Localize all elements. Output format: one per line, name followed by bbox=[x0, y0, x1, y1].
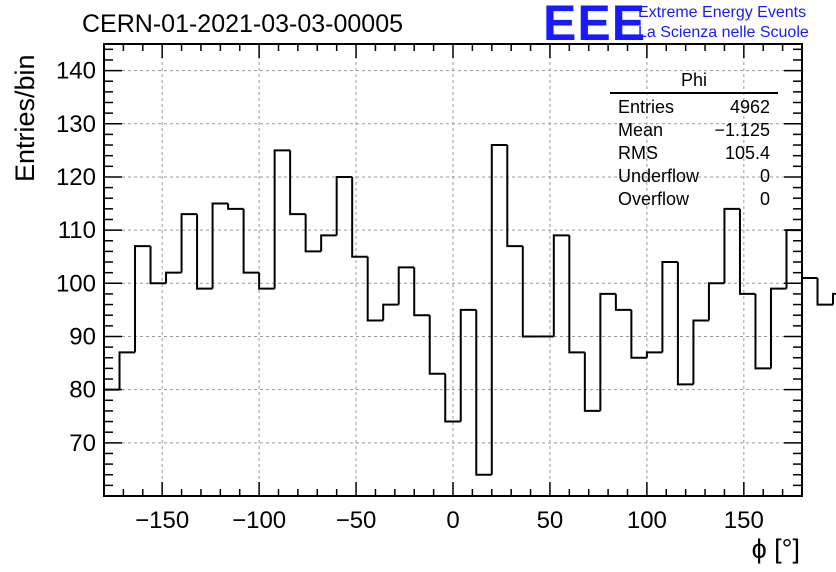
histogram-bin bbox=[723, 207, 740, 284]
histogram-bin bbox=[149, 246, 167, 285]
histogram-bin bbox=[769, 287, 787, 369]
stats-label: Overflow bbox=[618, 189, 690, 209]
histogram-bin bbox=[816, 277, 834, 306]
logo-line-1: Extreme Energy Events bbox=[638, 4, 807, 21]
y-tick-label: 90 bbox=[69, 323, 96, 350]
stats-name: Phi bbox=[610, 70, 778, 94]
histogram-bin bbox=[366, 256, 384, 322]
histogram-bin bbox=[521, 246, 539, 338]
histogram-bin bbox=[258, 272, 275, 290]
histogram-bin bbox=[428, 315, 446, 375]
histogram-bin bbox=[738, 208, 756, 295]
stats-row: Mean −1.125 bbox=[610, 119, 778, 142]
histogram-bin bbox=[382, 303, 399, 321]
histogram-bin bbox=[661, 261, 678, 353]
x-tick-label: 100 bbox=[627, 507, 667, 534]
stats-label: RMS bbox=[618, 143, 658, 163]
stats-value: −1.125 bbox=[714, 120, 770, 140]
y-tick-label: 140 bbox=[56, 58, 96, 85]
x-tick-label: 50 bbox=[537, 507, 564, 534]
stats-value: 105.4 bbox=[724, 143, 770, 163]
histogram-bin bbox=[801, 230, 818, 279]
stats-row: Overflow 0 bbox=[610, 188, 778, 211]
histogram-bin bbox=[289, 150, 306, 216]
histogram-bin bbox=[785, 229, 802, 289]
histogram-bin bbox=[273, 149, 291, 289]
y-tick-label: 110 bbox=[58, 217, 96, 244]
histogram-bin bbox=[180, 213, 198, 273]
y-axis-title: Entries/bin bbox=[10, 54, 40, 182]
histogram-bin bbox=[227, 203, 244, 210]
histogram-bin bbox=[475, 309, 492, 476]
histogram-bin bbox=[320, 234, 337, 252]
histogram-bin bbox=[165, 271, 182, 284]
x-tick-label: 150 bbox=[724, 507, 764, 534]
y-tick-label: 70 bbox=[69, 430, 96, 457]
stats-row: RMS 105.4 bbox=[610, 142, 778, 165]
stats-row: Entries 4962 bbox=[610, 96, 778, 119]
histogram-bin bbox=[118, 351, 136, 390]
histogram-bin bbox=[568, 235, 585, 354]
histogram-bin bbox=[583, 352, 601, 412]
logo-line-2: La Scienza nelle Scuole bbox=[638, 24, 809, 41]
histogram-bin bbox=[707, 282, 725, 321]
stats-box: Phi Entries 4962 Mean −1.125 RMS 105.4 Unde… bbox=[610, 70, 778, 211]
y-tick-label: 120 bbox=[56, 164, 96, 191]
stats-label: Mean bbox=[618, 120, 664, 140]
histogram-bin bbox=[413, 267, 430, 317]
x-tick-label: −100 bbox=[232, 507, 286, 534]
eee-logo: EEE bbox=[543, 0, 647, 51]
stats-label: Underflow bbox=[618, 166, 700, 186]
histogram-bin bbox=[335, 175, 353, 236]
stats-value: 4962 bbox=[729, 97, 770, 117]
histogram-bin bbox=[242, 208, 260, 274]
plot-title: CERN-01-2021-03-03-00005 bbox=[82, 10, 404, 38]
histogram-bin bbox=[645, 351, 663, 358]
histogram-bin bbox=[351, 176, 368, 258]
histogram-bin bbox=[304, 214, 322, 253]
stats-row: Underflow 0 bbox=[610, 165, 778, 188]
x-axis-title: ϕ [°] bbox=[751, 534, 800, 564]
histogram-bin bbox=[676, 262, 694, 386]
stats-value: 0 bbox=[759, 166, 770, 186]
histogram-bin bbox=[196, 214, 213, 290]
stats-value: 0 bbox=[759, 189, 770, 209]
histogram-bin bbox=[692, 319, 709, 385]
histogram-bin bbox=[599, 292, 616, 411]
x-tick-label: −50 bbox=[336, 507, 377, 534]
histogram-bin bbox=[630, 309, 647, 359]
histogram-bin bbox=[490, 144, 508, 475]
stats-label: Entries bbox=[618, 97, 675, 117]
histogram-bin bbox=[552, 234, 570, 337]
histogram-bin bbox=[459, 308, 477, 422]
histogram-bin bbox=[397, 266, 415, 305]
histogram-bin bbox=[211, 202, 229, 289]
histogram-bin bbox=[506, 145, 523, 248]
histogram-bin bbox=[134, 245, 151, 353]
x-tick-label: −150 bbox=[135, 507, 189, 534]
y-tick-label: 130 bbox=[56, 111, 96, 138]
histogram-bin bbox=[444, 373, 461, 423]
histogram-bin bbox=[754, 293, 771, 370]
x-tick-label: 0 bbox=[446, 507, 459, 534]
histogram-bin bbox=[614, 293, 632, 311]
y-tick-label: 100 bbox=[56, 270, 96, 297]
y-tick-label: 80 bbox=[69, 377, 96, 404]
histogram-bin bbox=[832, 292, 836, 305]
